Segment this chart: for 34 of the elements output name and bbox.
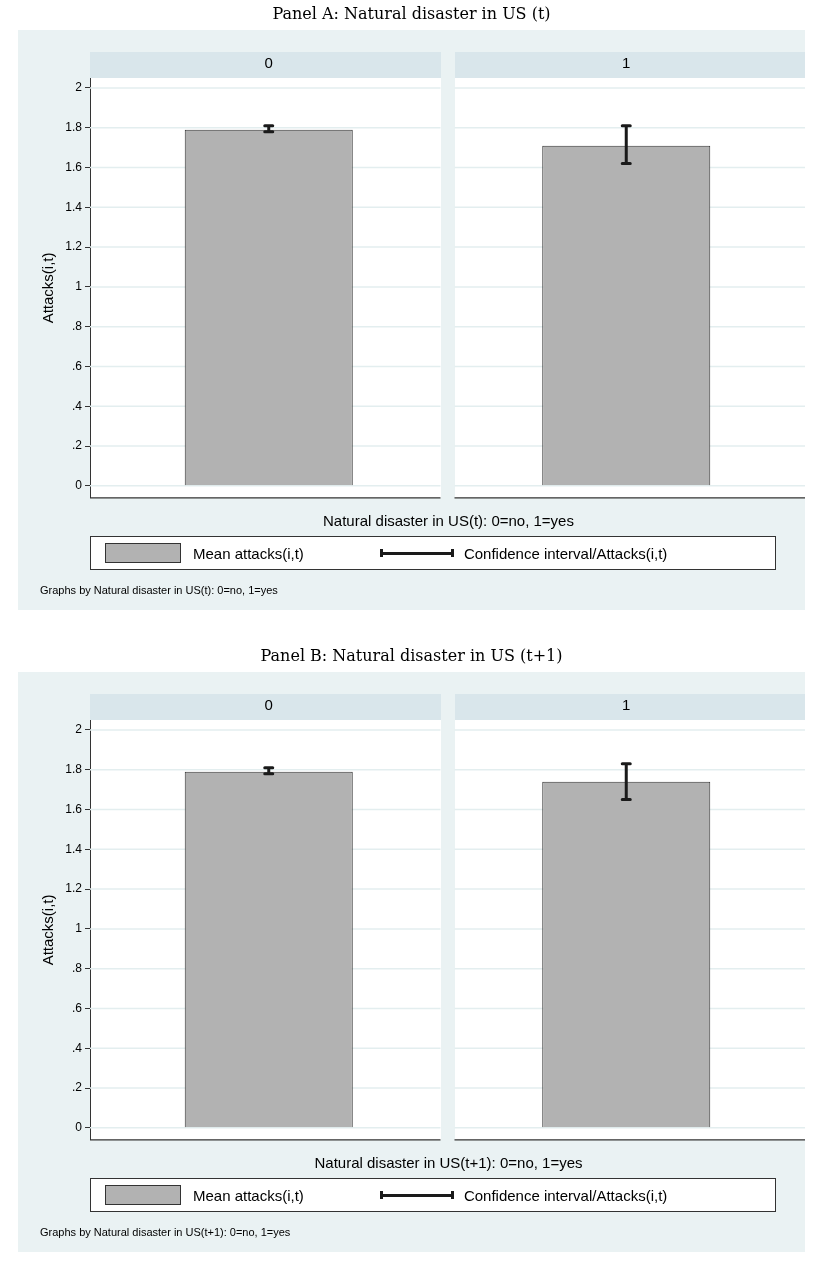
- y-tick-label: .4: [71, 1040, 83, 1055]
- y-tick-label: 1.2: [65, 239, 83, 254]
- y-tick-label: 2: [75, 722, 83, 737]
- y-tick-label: .2: [71, 438, 83, 453]
- y-tick-label: 1.2: [65, 881, 83, 896]
- y-tick-label: 1.8: [65, 762, 83, 777]
- text: Graphs by Natural disaster in US(t+1): 0=no, 1=yes: [40, 1226, 291, 1238]
- y-tick-label: .8: [71, 319, 83, 334]
- y-tick-label: 1.6: [65, 159, 83, 174]
- text: Confidence interval/Attacks(i,t): [463, 1186, 668, 1204]
- y-tick-label: 1: [75, 279, 83, 294]
- y-tick-label: 1.4: [65, 841, 83, 856]
- y-tick-label: 0: [75, 478, 83, 493]
- y-tick-label: .2: [71, 1080, 83, 1095]
- text: Mean attacks(i,t): [193, 1186, 304, 1204]
- y-tick-label: 1: [75, 921, 83, 936]
- chart-title: Panel B: Natural disaster in US (t+1): [259, 646, 564, 665]
- y-tick-label: .4: [71, 398, 83, 413]
- y-tick-label: 1.4: [65, 199, 83, 214]
- y-tick-label: 2: [75, 80, 83, 95]
- y-axis-title: Attacks(i,t): [39, 252, 57, 324]
- y-tick-label: .6: [71, 358, 83, 373]
- x-axis-title: Natural disaster in US(t): 0=no, 1=yes: [322, 512, 575, 529]
- y-tick-label: 0: [75, 1120, 83, 1135]
- text: Mean attacks(i,t): [193, 544, 304, 562]
- y-tick-label: 1.8: [65, 120, 83, 135]
- text: Confidence interval/Attacks(i,t): [463, 544, 668, 562]
- y-tick-label: .8: [71, 961, 83, 976]
- text: Graphs by Natural disaster in US(t): 0=no, 1=yes: [40, 584, 278, 596]
- y-axis-title: Attacks(i,t): [39, 894, 57, 966]
- y-tick-label: 1.6: [65, 801, 83, 816]
- x-axis-title: Natural disaster in US(t+1): 0=no, 1=yes: [313, 1154, 584, 1171]
- chart-title: Panel A: Natural disaster in US (t): [271, 4, 552, 23]
- y-tick-label: .6: [71, 1000, 83, 1015]
